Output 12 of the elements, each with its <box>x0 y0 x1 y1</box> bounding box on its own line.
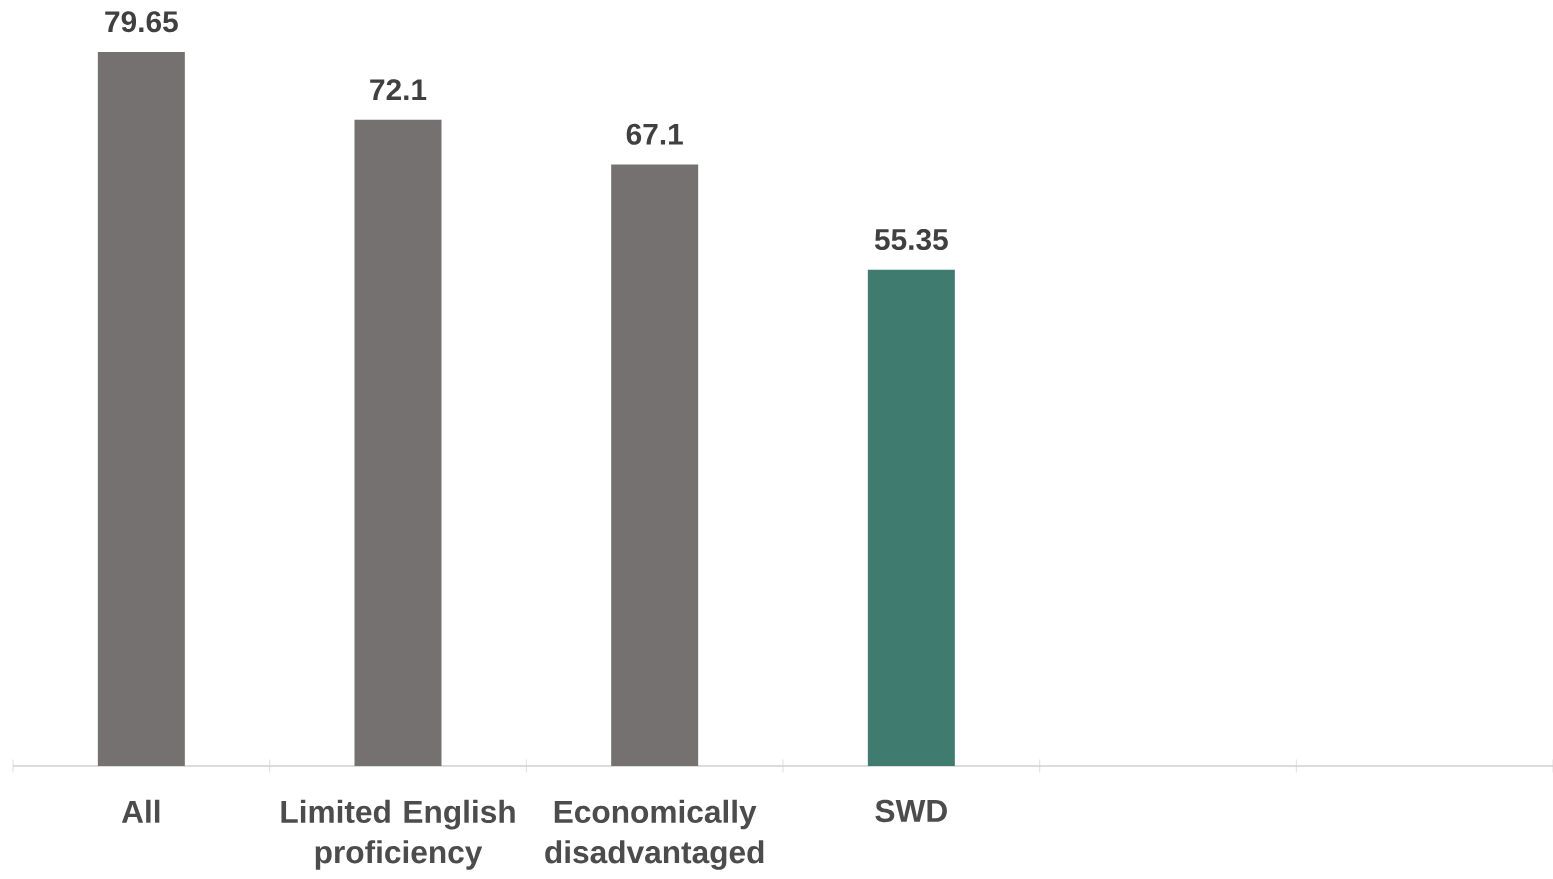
x-tick-label: Economically disadvantaged <box>545 799 764 870</box>
bar <box>611 164 699 767</box>
data-label: 67.1 <box>626 123 683 145</box>
x-tick-label: Limited English proficiency <box>281 799 515 870</box>
data-label: 79.65 <box>105 11 178 33</box>
data-label: 55.35 <box>874 228 948 251</box>
bar <box>867 269 955 767</box>
x-tick-label: All <box>121 799 160 823</box>
x-tick-label: SWD <box>875 799 947 823</box>
data-label: 72.1 <box>370 79 427 100</box>
bar <box>97 52 185 767</box>
bar <box>354 119 442 767</box>
